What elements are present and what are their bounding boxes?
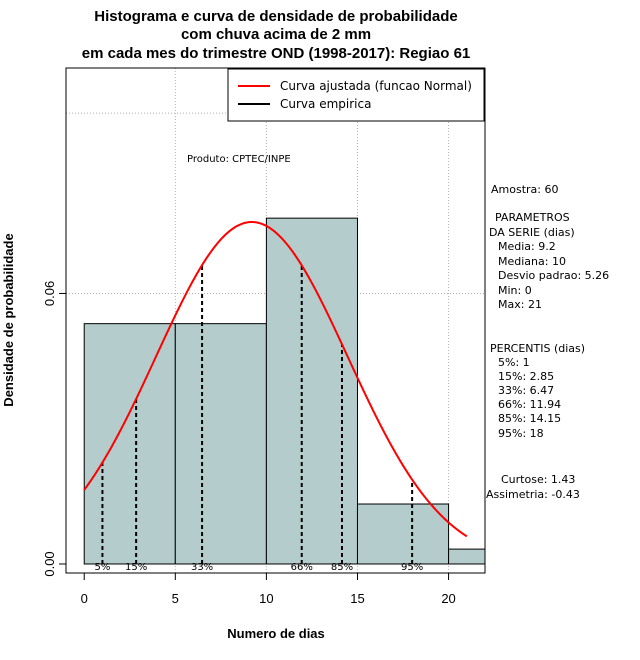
y-axis: 0.00 0.06 xyxy=(42,281,67,577)
normal-curve xyxy=(83,221,468,538)
percentile-label-5: 95% xyxy=(401,562,423,573)
histogram-bar-4 xyxy=(448,548,486,565)
stats-percentis-title: PERCENTIS (dias) xyxy=(490,342,585,355)
stats-p15: 15%: 2.85 xyxy=(498,370,554,383)
histogram-bar-0 xyxy=(83,323,176,565)
stats-min: Min: 0 xyxy=(498,284,532,297)
legend-empirical-label: Curva empirica xyxy=(280,97,371,111)
percentile-label-4: 85% xyxy=(331,562,353,573)
legend: Curva ajustada (funcao Normal) Curva emp… xyxy=(227,68,485,122)
normal-curve-layer xyxy=(83,221,468,538)
percentile-label-1: 15% xyxy=(125,562,147,573)
stats-p33: 33%: 6.47 xyxy=(498,384,554,397)
stats-media: Media: 9.2 xyxy=(498,240,556,253)
chart-title-line-1: Histograma e curva de densidade de proba… xyxy=(94,8,457,25)
percentile-label-2: 33% xyxy=(191,562,213,573)
x-axis-label: Numero de dias xyxy=(227,626,325,641)
stats-p95: 95%: 18 xyxy=(498,427,544,440)
stats-desvio: Desvio padrao: 5.26 xyxy=(498,269,609,282)
x-tick-label-1: 5 xyxy=(172,591,179,606)
stats-params-title-2: DA SERIE (dias) xyxy=(489,226,575,239)
histogram-bar-1 xyxy=(174,323,267,565)
stats-p85: 85%: 14.15 xyxy=(498,412,561,425)
stats-p66: 66%: 11.94 xyxy=(498,398,561,411)
percentile-markers: 5% 15% 33% 66% 85% 95% xyxy=(94,265,423,573)
y-tick-label-1: 0.06 xyxy=(42,281,57,306)
histogram-bar-2 xyxy=(265,217,358,565)
percentile-label-0: 5% xyxy=(94,562,110,573)
legend-box xyxy=(227,68,485,122)
stats-sample: Amostra: 60 xyxy=(491,183,558,196)
stats-assimetria: Assimetria: -0.43 xyxy=(486,488,580,501)
legend-normal-label: Curva ajustada (funcao Normal) xyxy=(280,79,472,93)
histogram-bar-3 xyxy=(356,503,450,565)
chart-title-line-3: em cada mes do trimestre OND (1998-2017)… xyxy=(82,45,471,62)
x-tick-label-4: 20 xyxy=(441,591,455,606)
x-tick-label-0: 0 xyxy=(81,591,88,606)
y-axis-label: Densidade de probabilidade xyxy=(1,233,16,406)
percentile-label-3: 66% xyxy=(291,562,313,573)
stats-panel: Amostra: 60 PARAMETROS DA SERIE (dias) M… xyxy=(486,183,609,501)
x-tick-label-3: 15 xyxy=(350,591,364,606)
stats-mediana: Mediana: 10 xyxy=(498,255,566,268)
histogram-bars xyxy=(83,217,486,565)
x-tick-label-2: 10 xyxy=(259,591,273,606)
y-tick-label-0: 0.00 xyxy=(42,551,57,576)
stats-p5: 5%: 1 xyxy=(498,356,530,369)
stats-max: Max: 21 xyxy=(498,298,542,311)
stats-params-title-1: PARAMETROS xyxy=(495,211,570,224)
product-annotation: Produto: CPTEC/INPE xyxy=(187,154,291,165)
chart-title-line-2: com chuva acima de 2 mm xyxy=(181,26,371,43)
x-axis: 0 5 10 15 20 xyxy=(81,572,456,606)
stats-curtose: Curtose: 1.43 xyxy=(501,473,575,486)
